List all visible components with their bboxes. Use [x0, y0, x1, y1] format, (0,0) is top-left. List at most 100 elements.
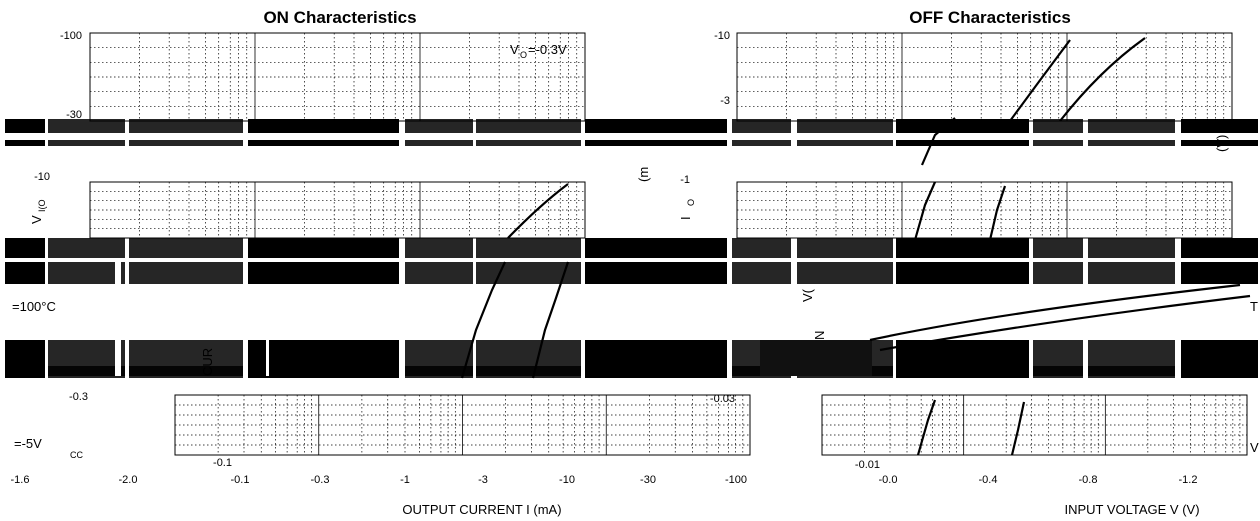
off-y-tick-label: -3	[720, 95, 730, 107]
on-annot-vcc: =-5V	[14, 436, 42, 451]
scan-band-segment	[797, 140, 893, 146]
off-y-axis-sub-label: O	[686, 199, 696, 206]
scan-band-segment	[405, 238, 473, 258]
scan-band-segment	[1088, 238, 1175, 258]
off-annot-vc: V(	[800, 288, 815, 302]
scan-band-segment	[248, 238, 399, 258]
on-x-tick-label: -100	[725, 474, 747, 486]
off-annot-t: T	[1250, 299, 1258, 314]
scan-band-segment	[48, 140, 125, 146]
scan-band-segment	[732, 262, 791, 284]
scan-band-segment	[1033, 366, 1083, 378]
scan-band-segment	[1181, 119, 1258, 133]
off-y-tick-label: -10	[714, 30, 730, 42]
scan-band-segment	[1181, 262, 1258, 284]
scan-band-segment	[48, 366, 125, 378]
on-current-axis-fragment: CUR	[200, 348, 215, 376]
off-curve-low-b	[1010, 401, 1026, 456]
on-curve-lower-a	[460, 261, 506, 379]
on-annot-cc: CC	[70, 450, 83, 460]
off-curve-mid-a	[913, 181, 937, 241]
on-chart-title: ON Characteristics	[263, 8, 416, 27]
on-curve-mid	[507, 183, 569, 239]
off-x-tick-label: -0.8	[1079, 474, 1098, 486]
scan-band-segment	[1033, 119, 1083, 133]
off-curve-top-c	[920, 117, 956, 166]
scan-band-segment	[585, 119, 727, 133]
scan-band-segment	[129, 119, 243, 133]
scan-band-segment	[476, 140, 581, 146]
band-divider	[115, 262, 121, 376]
scan-band-segment	[732, 140, 791, 146]
off-curve-flat-a	[869, 283, 1241, 342]
scan-band-segment	[896, 238, 1029, 258]
off-y-tick-label: -1	[680, 174, 690, 186]
off-annot-v: V	[1250, 440, 1259, 455]
off-curve-top-a	[1009, 39, 1071, 122]
on-x-tick-label: -3	[478, 474, 488, 486]
scan-band-segment	[585, 366, 727, 378]
scan-band-segment	[1033, 238, 1083, 258]
off-y-axis-label: I	[678, 216, 693, 220]
scan-band-segment	[1033, 262, 1083, 284]
scan-band-segment	[248, 140, 399, 146]
scan-band-segment	[405, 119, 473, 133]
on-x-extra-tick-label: -1.6	[11, 474, 30, 486]
on-annot-vo-value: =-0.3V	[528, 42, 567, 57]
scan-band-segment	[585, 238, 727, 258]
on-y-axis-sub-label: I(O	[37, 200, 47, 213]
scan-band-segment	[896, 262, 1029, 284]
on-x-extra-tick-label: -2.0	[119, 474, 138, 486]
scan-band-segment	[5, 119, 45, 133]
scan-band-segment	[48, 119, 125, 133]
curve-layer	[460, 37, 1251, 456]
scan-band-segment	[1181, 238, 1258, 258]
off-x-tick-label: -0.4	[979, 474, 998, 486]
scan-band-segment	[732, 238, 791, 258]
off-x-tick-label: -1.2	[1179, 474, 1198, 486]
scan-band-segment	[405, 366, 473, 378]
scan-band-segment	[1088, 262, 1175, 284]
scan-band-segment	[5, 366, 45, 378]
on-y-tick-label: -30	[66, 109, 82, 121]
scan-band-segment	[129, 262, 243, 284]
scan-band-segment	[797, 262, 893, 284]
off-curve-low-a	[916, 399, 937, 456]
scan-band-segment	[48, 238, 125, 258]
off-y-tick-label: -0.01	[855, 459, 880, 471]
scan-band-segment	[1088, 140, 1175, 146]
scan-band-segment	[248, 366, 399, 378]
off-curve-flat-b	[879, 294, 1251, 352]
scan-band-segment	[405, 262, 473, 284]
scan-band-segment	[5, 140, 45, 146]
on-x-tick-label: -0.3	[311, 474, 330, 486]
scan-band-segment	[732, 119, 791, 133]
off-annot-n: N	[812, 331, 827, 340]
scan-band-segment	[896, 366, 1029, 378]
scan-band-segment	[476, 366, 581, 378]
scan-band-segment	[5, 262, 45, 284]
scan-band-segment	[248, 262, 399, 284]
on-y-axis-label: V	[29, 215, 44, 224]
off-y-axis-unit: (m	[636, 167, 651, 182]
scan-band-segment	[585, 140, 727, 146]
scan-band-segment	[896, 140, 1029, 146]
scan-band-segment	[48, 262, 125, 284]
scan-band-segment	[129, 366, 243, 378]
on-annot-o: O	[520, 50, 527, 60]
scan-band-segment	[405, 140, 473, 146]
on-y-tick-label: -10	[34, 171, 50, 183]
grid-layer	[89, 32, 1248, 456]
scan-band-segment	[896, 119, 1029, 133]
scan-band-segment	[129, 140, 243, 146]
band-divider	[266, 340, 269, 376]
scan-band-segment	[476, 238, 581, 258]
scan-band-segment	[1033, 140, 1083, 146]
on-y-tick-label: -100	[60, 30, 82, 42]
scan-band-segment	[797, 238, 893, 258]
off-y-tick-label: -0.03	[710, 393, 735, 405]
on-x-tick-label: -1	[400, 474, 410, 486]
off-x-tick-label: -0.0	[879, 474, 898, 486]
scan-band-segment	[797, 119, 893, 133]
